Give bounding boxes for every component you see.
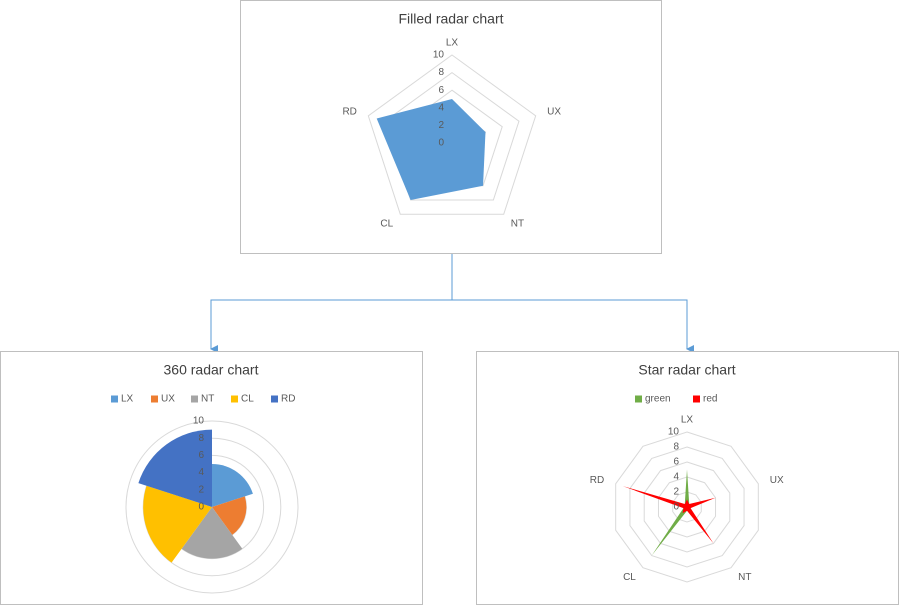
legend-label: NT <box>201 394 214 405</box>
axis-label: RD <box>590 475 604 486</box>
chart-title: 360 radar chart <box>164 362 259 378</box>
axis-label: UX <box>547 107 561 118</box>
grid-ring <box>629 446 745 568</box>
legend-label: red <box>703 394 717 405</box>
chart-title: Star radar chart <box>638 362 735 378</box>
y-tick-label: 8 <box>438 67 444 78</box>
grid-ring <box>657 476 717 538</box>
legend-label: LX <box>121 394 134 405</box>
axis-label: NT <box>738 572 751 583</box>
y-tick-label: 0 <box>438 138 444 149</box>
legend-swatch <box>111 395 118 403</box>
legend-swatch <box>635 395 642 403</box>
legend-swatch <box>151 395 158 403</box>
y-tick-label: 4 <box>438 102 444 113</box>
connectors <box>210 254 694 353</box>
legend-swatch <box>693 395 700 403</box>
grid-ring <box>367 54 537 215</box>
y-tick-label: 0 <box>198 502 204 513</box>
axis-label: RD <box>342 107 356 118</box>
y-tick-label: 4 <box>673 472 679 483</box>
legend-label: green <box>645 394 671 405</box>
legend-label: RD <box>281 394 295 405</box>
grid-ring <box>615 431 759 583</box>
legend-swatch <box>271 395 278 403</box>
legend-label: CL <box>241 394 254 405</box>
grid-ring <box>384 71 520 201</box>
y-tick-label: 10 <box>193 416 205 427</box>
axis-label: LX <box>446 38 459 49</box>
radar-area <box>376 99 486 200</box>
y-tick-label: 2 <box>438 120 444 131</box>
y-tick-label: 10 <box>433 50 445 61</box>
axis-label: LX <box>681 415 694 426</box>
y-tick-label: 6 <box>198 450 204 461</box>
sector <box>138 429 212 507</box>
y-tick-label: 2 <box>673 487 679 498</box>
connector <box>452 299 694 353</box>
legend-label: UX <box>161 394 175 405</box>
grid-ring <box>125 420 299 594</box>
y-tick-label: 10 <box>668 427 680 438</box>
y-tick-label: 0 <box>673 502 679 513</box>
charts: Filled radar chart LX UX NT CL RD 0 2 4 6 8 10 360 r… <box>111 11 784 594</box>
y-tick-label: 8 <box>198 433 204 444</box>
sector <box>212 464 253 507</box>
legend-swatch <box>191 395 198 403</box>
axis-label: NT <box>511 219 524 230</box>
y-tick-label: 8 <box>673 442 679 453</box>
axis-label: CL <box>380 219 393 230</box>
axis-label: CL <box>623 572 636 583</box>
sector <box>143 485 212 563</box>
connector <box>210 254 453 353</box>
y-tick-label: 4 <box>198 467 204 478</box>
sector <box>212 496 247 535</box>
y-tick-label: 6 <box>673 457 679 468</box>
y-tick-label: 6 <box>438 85 444 96</box>
axis-label: UX <box>770 475 784 486</box>
sector <box>181 507 243 559</box>
legend-swatch <box>231 395 238 403</box>
y-tick-label: 2 <box>198 484 204 495</box>
grid-ring <box>672 491 702 523</box>
grid-ring <box>643 461 731 553</box>
chart-title: Filled radar chart <box>398 11 503 27</box>
